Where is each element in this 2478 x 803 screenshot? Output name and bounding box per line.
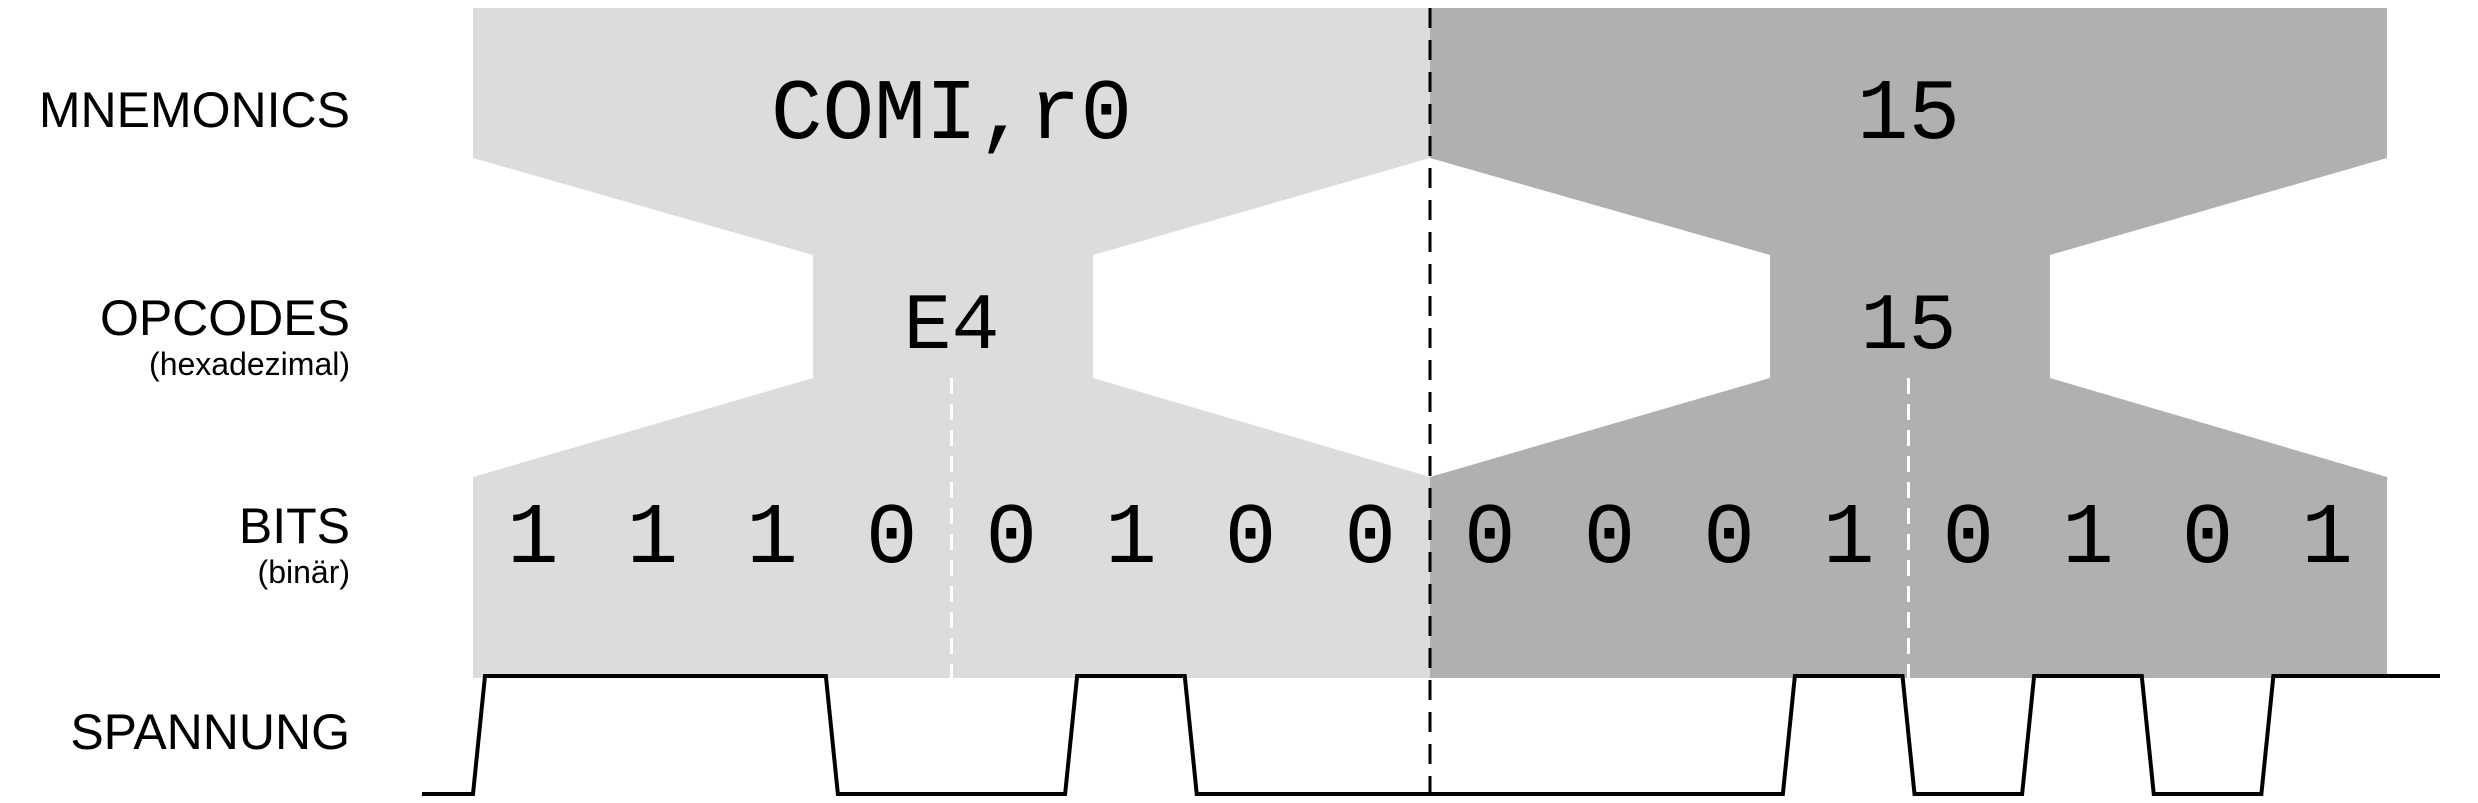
instruction-byte-shape [473,8,1430,678]
bit-digit: 0 [2182,490,2234,588]
bit-digit: 0 [1584,490,1636,588]
spannung-label: SPANNUNG [70,704,350,760]
opcode-text: E4 [903,282,999,373]
bit-digit: 1 [746,490,798,588]
row-label-bits: BITS (binär) [239,498,350,590]
bit-digit: 0 [1943,490,1995,588]
mnemonics-label: MNEMONICS [38,82,350,138]
bits-label: BITS [238,498,350,554]
bits-sublabel: (binär) [257,554,350,590]
row-label-opcodes: OPCODES (hexadezimal) [100,290,350,382]
mnemonic-text: 15 [1857,66,1960,164]
bit-digit: 1 [627,490,679,588]
bit-digit: 1 [507,490,559,588]
mnemonic-text: COMI,r0 [771,66,1132,164]
row-label-mnemonics: MNEMONICS [39,82,350,138]
bit-digit: 1 [2062,490,2114,588]
opcodes-label: OPCODES [99,290,350,346]
bit-digit: 1 [1105,490,1157,588]
bit-digit: 1 [1823,490,1875,588]
bit-digit: 0 [986,490,1038,588]
opcode-text: 15 [1860,282,1956,373]
opcodes-sublabel: (hexadezimal) [149,346,350,382]
bit-digit: 1 [2301,490,2353,588]
bit-digit: 0 [1344,490,1396,588]
bit-digit: 0 [866,490,918,588]
bit-digit: 0 [1703,490,1755,588]
bit-digit: 0 [1225,490,1277,588]
bit-digit: 0 [1464,490,1516,588]
row-label-spannung: SPANNUNG [70,704,350,760]
voltage-waveform [422,674,2440,796]
instruction-byte-shape [1430,8,2387,678]
